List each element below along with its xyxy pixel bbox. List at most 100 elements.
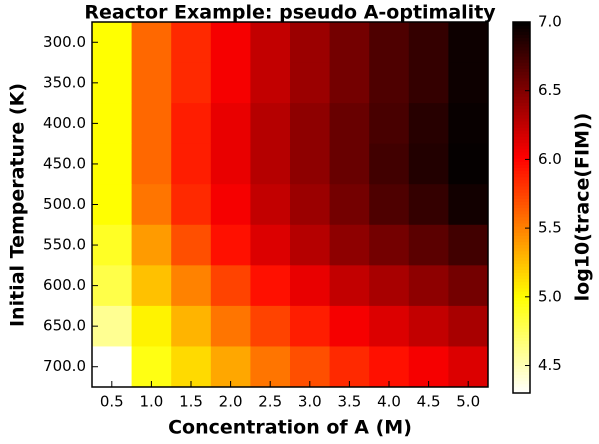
x-axis-label: Concentration of A (M) xyxy=(168,417,412,439)
colorbar-segment xyxy=(513,201,530,206)
heatmap-cell xyxy=(250,305,291,347)
colorbar-segment xyxy=(513,34,530,39)
colorbar-segment xyxy=(513,256,530,261)
colorbar-segment xyxy=(513,321,530,326)
colorbar-segment xyxy=(513,377,530,382)
heatmap-cell xyxy=(329,103,370,145)
heatmap-cell xyxy=(408,184,449,226)
colorbar-label: log10(trace(FIM)) xyxy=(572,113,594,302)
heatmap-cell xyxy=(448,143,489,185)
heatmap-cell xyxy=(131,265,172,307)
colorbar-segment xyxy=(513,389,530,394)
colorbar-segment xyxy=(513,37,530,42)
colorbar-segment xyxy=(513,108,530,113)
x-tick-label: 4.5 xyxy=(417,393,441,411)
colorbar-segment xyxy=(513,294,530,298)
colorbar-segment xyxy=(513,244,530,249)
x-tick-label: 1.5 xyxy=(179,393,203,411)
colorbar-segment xyxy=(513,312,530,317)
colorbar-segment xyxy=(513,102,530,107)
colorbar-tick-label: 6.5 xyxy=(538,81,562,99)
heatmap-cell xyxy=(329,346,370,388)
colorbar-segment xyxy=(513,287,530,292)
colorbar-segment xyxy=(513,250,530,255)
colorbar-segment xyxy=(513,195,530,199)
colorbar-segment xyxy=(513,315,530,320)
colorbar-segment xyxy=(513,222,530,227)
colorbar-segment xyxy=(513,71,530,76)
colorbar-segment xyxy=(513,167,530,171)
x-tick-label: 2.5 xyxy=(258,393,282,411)
heatmap-cell xyxy=(171,184,212,226)
heatmap-cell xyxy=(131,62,172,104)
heatmap-cell xyxy=(369,224,410,266)
heatmap-cell xyxy=(448,22,489,64)
heatmap-cell xyxy=(210,22,251,64)
y-tick-label: 400.0 xyxy=(43,114,86,132)
y-axis-label: Initial Temperature (K) xyxy=(7,83,29,327)
colorbar-segment xyxy=(513,380,530,385)
heatmap-cell xyxy=(250,62,291,104)
heatmap-cell xyxy=(210,143,251,185)
x-tick-label: 5.0 xyxy=(456,393,480,411)
x-tick-label: 2.0 xyxy=(219,393,243,411)
heatmap-cell xyxy=(250,265,291,307)
colorbar-segment xyxy=(513,145,530,150)
colorbar-segment xyxy=(513,46,530,51)
colorbar-segment xyxy=(513,151,530,156)
heatmap-cell xyxy=(408,305,449,347)
heatmap-cell xyxy=(408,224,449,266)
colorbar-segment xyxy=(513,86,530,91)
colorbar-segment xyxy=(513,28,530,32)
heatmap-cell xyxy=(290,143,331,185)
colorbar-segment xyxy=(513,324,530,329)
x-tick-label: 4.0 xyxy=(377,393,401,411)
colorbar-segment xyxy=(513,170,530,175)
colorbar-segment xyxy=(513,136,530,141)
colorbar-tick-label: 5.5 xyxy=(538,219,562,237)
colorbar-segment xyxy=(513,386,530,391)
colorbar-segment xyxy=(513,99,530,103)
colorbar-segment xyxy=(513,127,530,131)
colorbar-segment xyxy=(513,31,530,35)
colorbar-segment xyxy=(513,269,530,274)
heatmap-cell xyxy=(329,22,370,64)
y-tick-label: 700.0 xyxy=(43,357,86,375)
heatmap-cell xyxy=(131,305,172,347)
heatmap-cell xyxy=(369,305,410,347)
heatmap-cell xyxy=(290,305,331,347)
heatmap-cell xyxy=(250,224,291,266)
heatmap-cell xyxy=(210,305,251,347)
colorbar-segment xyxy=(513,241,530,246)
colorbar-segment xyxy=(513,90,530,94)
colorbar-segment xyxy=(513,278,530,283)
heatmap-cell xyxy=(448,224,489,266)
x-tick-label: 3.5 xyxy=(337,393,361,411)
heatmap-cell xyxy=(369,103,410,145)
colorbar-segment xyxy=(513,281,530,286)
heatmap-cell xyxy=(290,103,331,145)
heatmap-cell xyxy=(369,62,410,104)
colorbar-segment xyxy=(513,188,530,193)
colorbar-segment xyxy=(513,349,530,354)
y-tick-label: 550.0 xyxy=(43,236,86,254)
colorbar-tick-label: 6.0 xyxy=(538,150,562,168)
heatmap-cell xyxy=(369,184,410,226)
y-tick-label: 350.0 xyxy=(43,73,86,91)
heatmap-cell xyxy=(448,265,489,307)
heatmap-cell xyxy=(408,346,449,388)
heatmap-cell xyxy=(250,346,291,388)
colorbar-segment xyxy=(513,40,530,45)
colorbar-segment xyxy=(513,176,530,181)
colorbar-segment xyxy=(513,117,530,122)
colorbar-segment xyxy=(513,207,530,212)
colorbar-segment xyxy=(513,309,530,314)
x-tick-label: 1.0 xyxy=(139,393,163,411)
colorbar-segment xyxy=(513,253,530,258)
colorbar-segment xyxy=(513,238,530,243)
colorbar-segment xyxy=(513,371,530,376)
colorbar-tick-label: 7.0 xyxy=(538,13,562,31)
colorbar-segment xyxy=(513,290,530,295)
heatmap-cell xyxy=(448,62,489,104)
colorbar-segment xyxy=(513,331,530,335)
